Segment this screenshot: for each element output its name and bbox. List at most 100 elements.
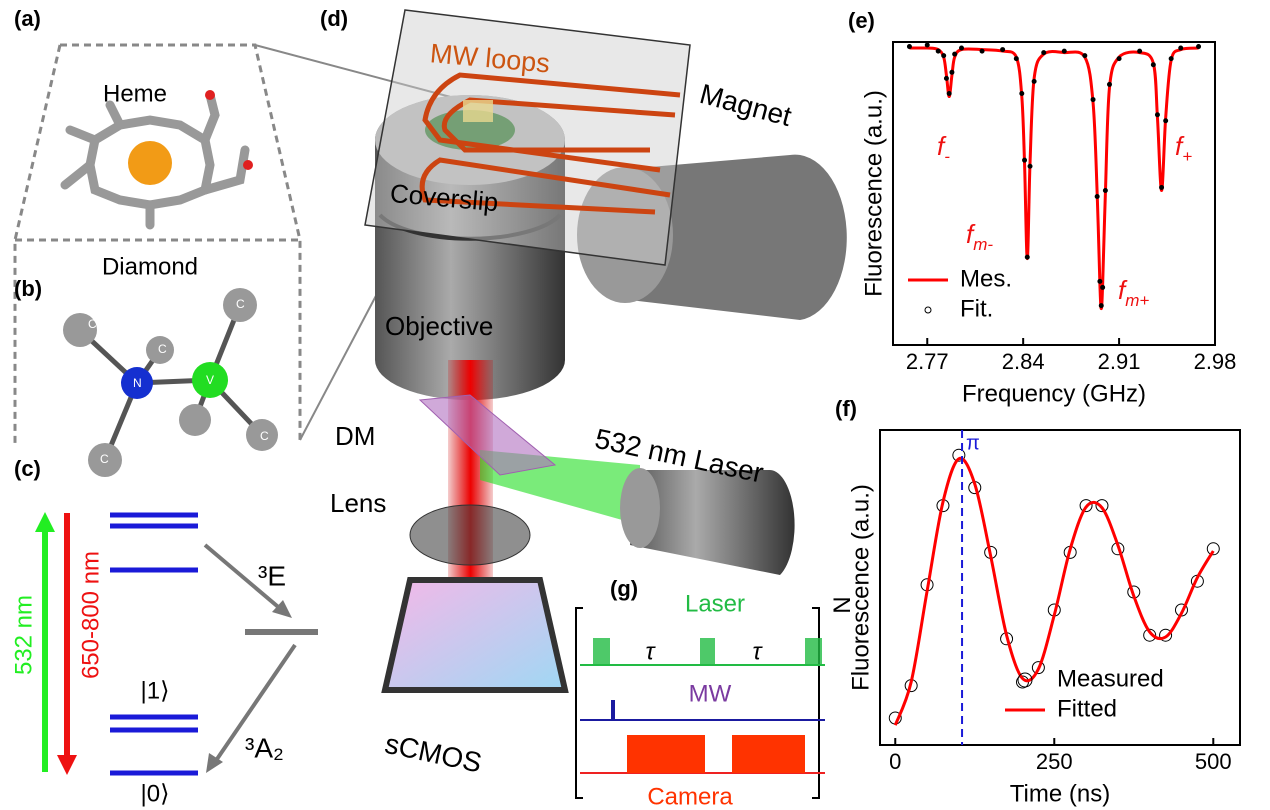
arrow-head — [57, 755, 77, 775]
laser-seq-label: Laser — [685, 590, 745, 617]
data-point — [952, 448, 966, 462]
data-point — [1143, 628, 1157, 642]
heme-molecule — [60, 90, 250, 230]
excited-label: ³E — [258, 560, 286, 591]
laser-pulse — [700, 638, 715, 665]
legend-label: Mes. — [960, 265, 1012, 292]
carbon — [146, 336, 174, 364]
peak-label-main: f — [1175, 131, 1185, 161]
dichroic — [418, 394, 557, 476]
panel-ab: (a) Heme Diamond (b) C C N V C C C — [13, 6, 302, 477]
bracket — [575, 607, 820, 799]
data-point — [943, 75, 949, 81]
atom-label: C — [158, 342, 167, 356]
inset-border — [60, 43, 302, 440]
oxygen — [205, 90, 215, 100]
atom-label: C — [236, 297, 245, 311]
isc-arrow — [203, 543, 285, 613]
nv-atoms: C C N V C C C — [63, 288, 278, 477]
atom-label: C — [260, 429, 269, 443]
data-point — [941, 53, 947, 59]
x-tick-label: 0 — [889, 749, 901, 774]
legend-swatch — [1017, 672, 1033, 688]
data-point — [959, 45, 965, 51]
camera — [381, 577, 569, 693]
arrow-head — [35, 512, 55, 532]
exposure — [732, 735, 805, 773]
diamond-title: Diamond — [102, 253, 198, 280]
data-point — [1090, 97, 1096, 103]
data-point — [1098, 303, 1104, 309]
nitrogen — [121, 367, 153, 399]
decay-arrow — [213, 643, 297, 764]
arrow-head — [272, 600, 292, 618]
data-point — [1102, 187, 1108, 193]
data-point — [1013, 56, 1019, 62]
legend-label: Fitted — [1057, 695, 1117, 722]
series-line — [909, 46, 1199, 311]
data-point — [1061, 48, 1067, 54]
lens — [409, 504, 531, 566]
chip — [463, 100, 493, 122]
peak-label-sub: - — [944, 147, 950, 166]
atom-label: N — [133, 376, 142, 390]
panel-c: (c) 532 nm 650-800 nm ³E ³A₂ |1⟩ |0⟩ — [10, 456, 318, 807]
repeat-label: N — [828, 596, 855, 613]
data-point — [1082, 53, 1088, 59]
peak-label-main: f — [1118, 275, 1128, 305]
plot-frame — [879, 429, 1241, 746]
data-point — [1150, 62, 1156, 68]
marker-label: π — [966, 432, 980, 454]
connector — [254, 44, 463, 101]
data-point — [1178, 45, 1184, 51]
nv-bonds — [78, 304, 264, 461]
carbon — [179, 404, 211, 436]
mw-seq-label: MW — [689, 680, 732, 707]
data-point — [949, 69, 955, 75]
data-point — [952, 51, 958, 57]
data-point — [1163, 118, 1169, 124]
laser-pulse — [593, 638, 610, 665]
peak-label: f+ — [1175, 131, 1192, 166]
x-axis-title: Time (ns) — [1010, 780, 1110, 807]
tau-label: τ — [753, 638, 764, 665]
energy-levels — [110, 512, 198, 776]
camera-seq-label: Camera — [647, 783, 733, 810]
legend-label: Fit. — [960, 295, 993, 322]
x-tick-label: 2.77 — [906, 349, 949, 374]
data-point — [1116, 56, 1122, 62]
data-point — [1079, 499, 1093, 513]
y-axis-title: Fluorescence (a.u.) — [847, 484, 874, 691]
data-point — [1159, 184, 1165, 190]
x-tick-label: 2.84 — [1002, 349, 1045, 374]
data-point — [935, 48, 941, 54]
ket-label: |0⟩ — [141, 780, 170, 807]
dm-label: DM — [335, 421, 375, 451]
atom-label: C — [100, 452, 109, 466]
charts: 2.77 2.84 2.91 2.98 Frequency (GHz) Fluoresce… — [835, 8, 1241, 807]
series-line — [893, 456, 1215, 726]
data-point — [1031, 78, 1037, 84]
data-point — [1094, 194, 1100, 200]
legend-swatch — [924, 306, 932, 314]
data-point — [1206, 542, 1220, 556]
magnet-label: Magnet — [697, 78, 795, 132]
data-point — [979, 48, 985, 54]
oxygen — [243, 160, 253, 170]
data-point — [1041, 50, 1047, 56]
atom-label: C — [88, 317, 97, 331]
panel-label: (b) — [14, 276, 42, 301]
data-point — [906, 44, 912, 50]
peak-label-sub: + — [1182, 147, 1192, 166]
inset-border — [13, 44, 62, 445]
panel-label: (d) — [320, 6, 348, 31]
ket-label: |1⟩ — [141, 677, 170, 704]
data-point — [1019, 91, 1025, 97]
laser — [630, 470, 795, 575]
data-point — [1095, 499, 1109, 513]
data-point — [1154, 112, 1160, 118]
plot-frame — [892, 41, 1216, 346]
panel-label: (a) — [14, 6, 41, 31]
data-point — [1097, 278, 1103, 284]
